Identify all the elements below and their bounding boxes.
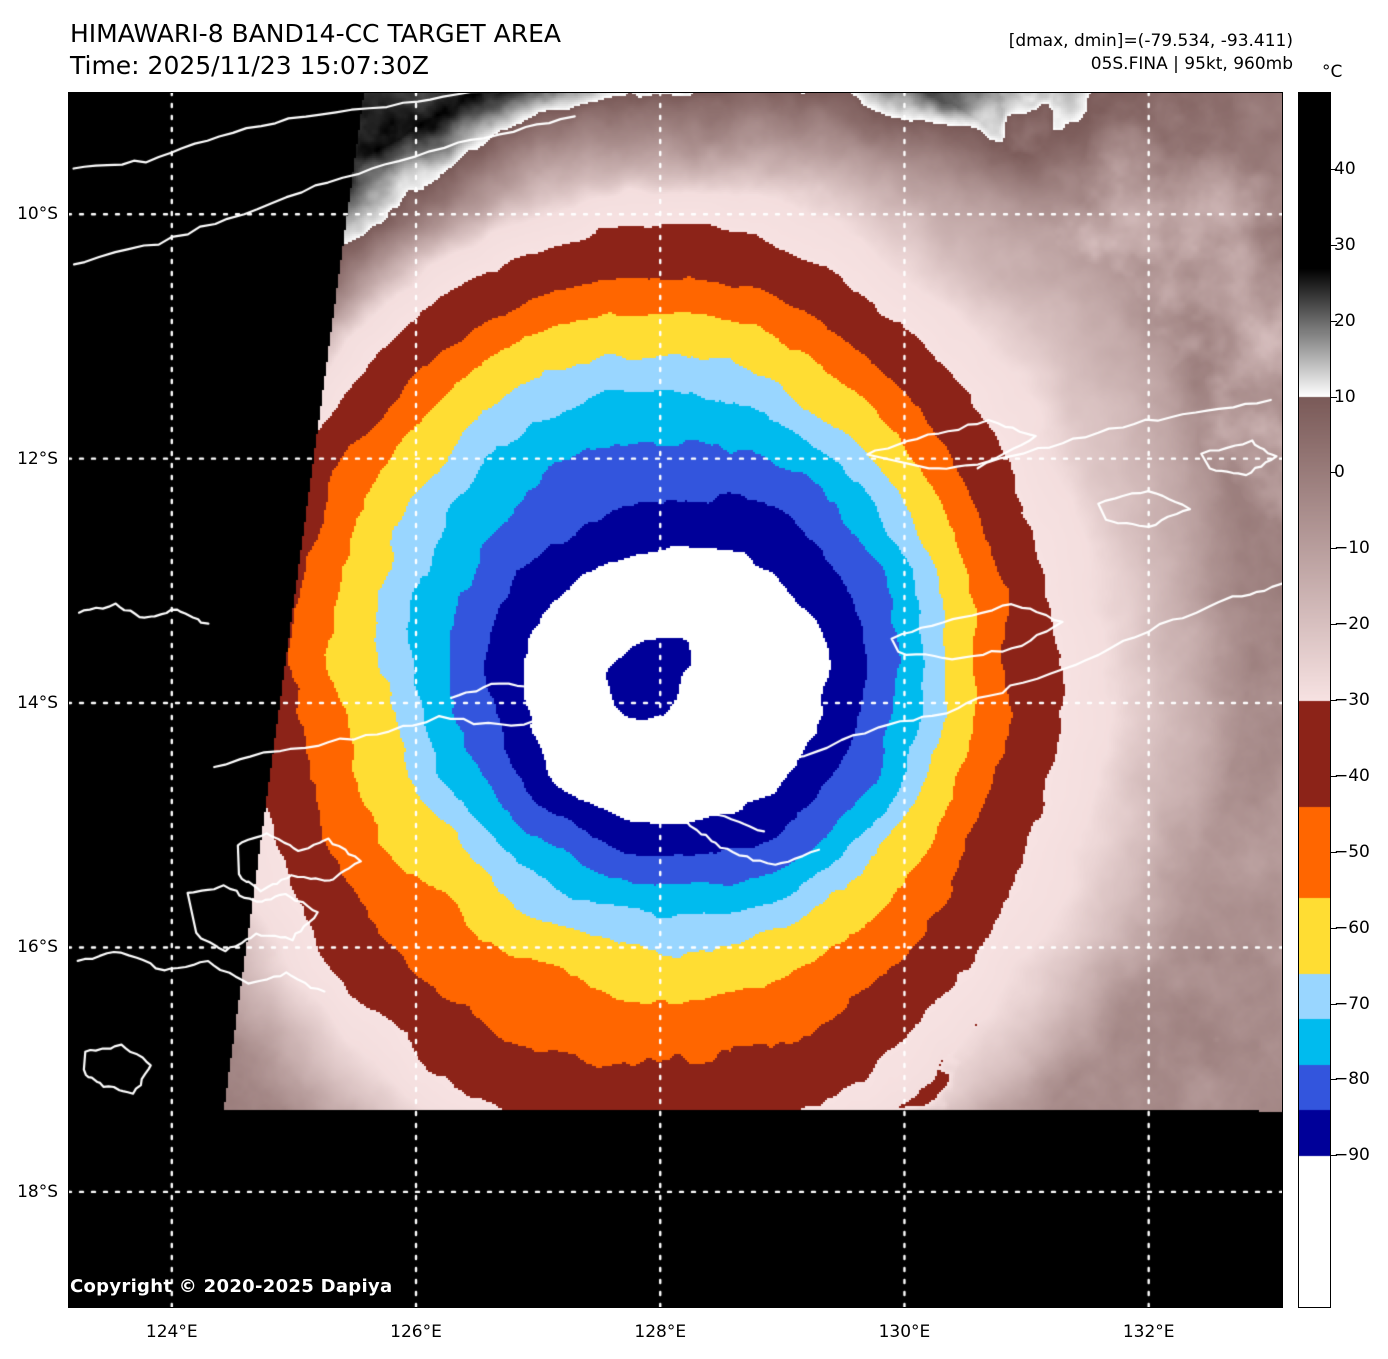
colorbar-unit-label: °C — [1322, 62, 1343, 82]
x-axis-tick-label: 126°E — [390, 1322, 442, 1342]
x-axis-tick-label: 124°E — [145, 1322, 198, 1342]
colorbar-tick-mark — [1331, 168, 1337, 170]
colorbar[interactable] — [1298, 92, 1331, 1308]
colorbar-tick-mark — [1331, 548, 1337, 550]
colorbar-tick-mark — [1331, 851, 1337, 853]
colorbar-tick-mark — [1331, 700, 1337, 701]
satellite-image-plot[interactable] — [68, 92, 1283, 1308]
x-axis-tick-label: 128°E — [634, 1322, 687, 1342]
colorbar-tick-mark — [1331, 775, 1337, 777]
colorbar-tick-mark — [1331, 1003, 1337, 1005]
colorbar-tick-label: 20 — [1334, 310, 1356, 331]
colorbar-tick-label: −90 — [1334, 1145, 1370, 1166]
colorbar-tick-mark — [1331, 1155, 1337, 1157]
colorbar-tick-label: 40 — [1334, 158, 1356, 179]
y-axis-tick-label: 14°S — [17, 693, 58, 714]
colorbar-tick-mark — [1331, 244, 1337, 246]
colorbar-tick-label: 0 — [1334, 462, 1345, 483]
metadata-block: [dmax, dmin]=(-79.534, -93.411) 05S.FINA… — [1009, 30, 1293, 76]
timestamp-label: Time: 2025/11/23 15:07:30Z — [70, 51, 429, 80]
colorbar-tick-mark — [1331, 927, 1337, 929]
colorbar-tick-label: −50 — [1334, 841, 1370, 862]
colorbar-gradient — [1299, 93, 1330, 1307]
coastline-grid-overlay — [68, 92, 1283, 1308]
storm-info-label: 05S.FINA | 95kt, 960mb — [1090, 54, 1293, 74]
colorbar-tick-label: −10 — [1334, 538, 1370, 559]
y-axis-tick-label: 12°S — [17, 448, 58, 469]
colorbar-tick-label: 10 — [1334, 386, 1356, 407]
colorbar-tick-mark — [1331, 472, 1337, 474]
y-axis-tick-label: 10°S — [17, 204, 58, 225]
colorbar-tick-label: 30 — [1334, 234, 1356, 255]
colorbar-tick-label: −30 — [1334, 690, 1370, 710]
colorbar-tick-label: −80 — [1334, 1069, 1370, 1090]
colorbar-tick-label: −70 — [1334, 993, 1370, 1014]
colorbar-tick-mark — [1331, 396, 1337, 398]
colorbar-tick-mark — [1331, 624, 1337, 626]
x-axis-tick-label: 132°E — [1122, 1322, 1175, 1342]
colorbar-tick-label: −60 — [1334, 917, 1370, 938]
colorbar-tick-label: −20 — [1334, 614, 1370, 635]
y-axis-tick-label: 16°S — [17, 937, 58, 958]
colorbar-tick-mark — [1331, 320, 1337, 322]
dmax-dmin-label: [dmax, dmin]=(-79.534, -93.411) — [1008, 31, 1293, 51]
page-title: HIMAWARI-8 BAND14-CC TARGET AREA — [70, 19, 562, 48]
colorbar-tick-mark — [1331, 1079, 1337, 1081]
title-block: HIMAWARI-8 BAND14-CC TARGET AREA Time: 2… — [70, 18, 561, 82]
y-axis-tick-label: 18°S — [17, 1181, 58, 1202]
copyright-label: Copyright © 2020-2025 Dapiya — [70, 1276, 393, 1297]
x-axis-tick-label: 130°E — [878, 1322, 931, 1342]
colorbar-tick-label: −40 — [1334, 765, 1370, 786]
